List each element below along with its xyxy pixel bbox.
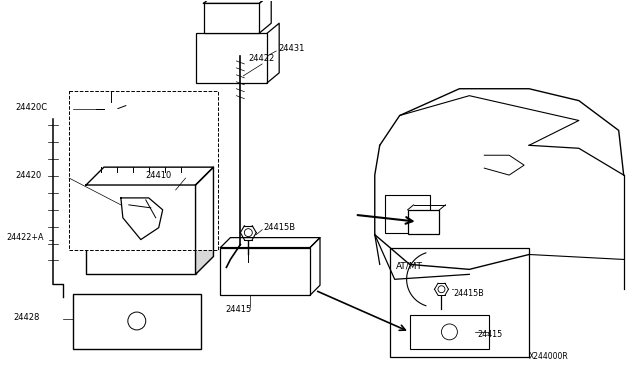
- Circle shape: [128, 312, 146, 330]
- Text: 24420C: 24420C: [15, 103, 47, 112]
- Bar: [173, 167, 188, 185]
- Text: 24431: 24431: [278, 44, 305, 52]
- Text: 24415B: 24415B: [263, 223, 296, 232]
- Circle shape: [127, 171, 138, 183]
- Text: 24428: 24428: [13, 312, 40, 321]
- Bar: [410, 315, 489, 349]
- Text: 24415: 24415: [477, 330, 502, 339]
- Bar: [204, 3, 259, 33]
- Bar: [86, 185, 196, 274]
- Bar: [220, 247, 310, 295]
- Polygon shape: [196, 167, 214, 274]
- Circle shape: [442, 324, 458, 340]
- Circle shape: [244, 229, 252, 237]
- Text: 24410: 24410: [146, 171, 172, 180]
- Circle shape: [175, 171, 186, 183]
- Text: AT/MT: AT/MT: [396, 262, 422, 270]
- Text: 24420: 24420: [15, 171, 42, 180]
- Bar: [73, 294, 200, 349]
- Circle shape: [104, 102, 118, 116]
- Circle shape: [111, 171, 122, 183]
- Bar: [69, 91, 218, 250]
- Bar: [385, 195, 429, 232]
- Text: 24422: 24422: [248, 54, 275, 64]
- Circle shape: [438, 286, 445, 293]
- Circle shape: [95, 171, 106, 183]
- Text: X244000R: X244000R: [529, 352, 569, 361]
- Circle shape: [143, 171, 154, 183]
- Bar: [196, 33, 268, 83]
- Text: 24422+A: 24422+A: [6, 233, 44, 242]
- Bar: [390, 247, 529, 357]
- Bar: [94, 167, 108, 185]
- Polygon shape: [86, 167, 214, 185]
- Bar: [408, 210, 440, 234]
- Text: 24415B: 24415B: [453, 289, 484, 298]
- Text: 24415: 24415: [225, 305, 252, 314]
- Circle shape: [159, 171, 170, 183]
